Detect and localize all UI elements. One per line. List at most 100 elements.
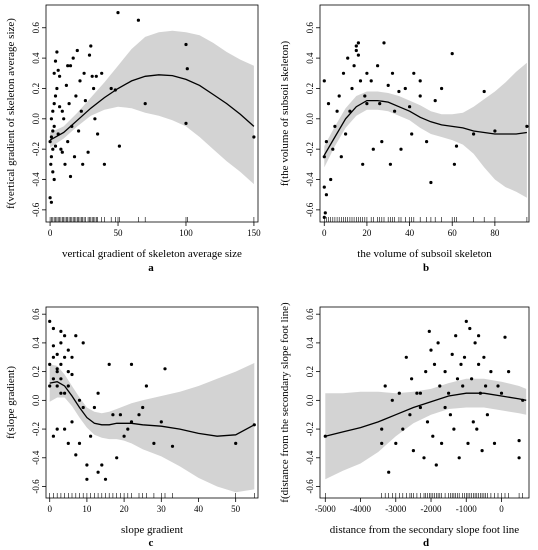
panel-c-point <box>129 420 134 424</box>
panel-b-point <box>525 124 529 128</box>
panel-a-point <box>52 71 56 75</box>
panel-d-point <box>455 377 460 381</box>
panel-c-point <box>81 405 85 410</box>
panel-c-point <box>66 348 70 352</box>
panel-b-point <box>412 71 416 75</box>
panel-b-point <box>382 41 386 45</box>
panel-c-point <box>55 427 59 431</box>
panel-d-point <box>411 449 415 453</box>
panel-a-point <box>51 129 55 133</box>
panel-c-point <box>96 391 100 395</box>
panel-c-point <box>66 441 70 445</box>
panel-a-point <box>49 200 54 204</box>
panel-b-point <box>337 94 341 98</box>
panel-c-x-tick-label: 40 <box>194 504 204 514</box>
panel-d-point <box>410 377 414 381</box>
panel-d-point <box>401 427 405 431</box>
panel-c-y-tick-label: -0.2 <box>31 422 41 436</box>
panel-d-point <box>443 405 447 410</box>
panel-b-point <box>397 89 401 94</box>
panel-a-y-tick-label: 0.2 <box>31 83 41 94</box>
panel-d-point <box>457 456 461 460</box>
panel-a-point <box>143 102 147 106</box>
panel-d-point <box>482 355 486 359</box>
panel-d-point <box>450 352 454 356</box>
panel-a-point <box>184 121 188 125</box>
panel-b-y-tick-label: 0.2 <box>305 83 315 94</box>
panel-a-y-tick-label: 0.6 <box>31 22 41 34</box>
panel-a-point <box>48 196 52 200</box>
panel-b-point <box>324 193 328 197</box>
panel-b-point <box>369 79 373 83</box>
panel-c-point <box>70 355 74 359</box>
panel-c-y-axis-title: f(slope gradient) <box>5 366 17 439</box>
panel-a-point <box>66 140 70 144</box>
panel-b-point <box>440 86 444 91</box>
panel-d-point <box>521 398 525 402</box>
panel-d-point <box>477 362 481 366</box>
panel-b-smooth-line <box>323 99 527 156</box>
panel-b-point <box>371 147 375 151</box>
panel-b-point <box>454 144 459 148</box>
panel-d-y-tick-label: -0.6 <box>305 479 315 494</box>
panel-a-confidence-band <box>50 30 254 185</box>
panel-b-point <box>344 132 348 136</box>
panel-a-point <box>48 140 52 144</box>
panel-c-x-tick-label: 0 <box>47 504 52 514</box>
panel-c-point <box>48 384 52 388</box>
panel-b-point <box>399 147 403 151</box>
panel-c-point <box>92 405 96 410</box>
panel-c-point <box>85 463 89 467</box>
panel-a-y-axis-title: f(vertical gradient of skeleton average … <box>5 18 17 209</box>
panel-d-point <box>489 370 493 374</box>
panel-b-y-tick-label: 0.0 <box>305 113 315 125</box>
panel-c-point <box>48 319 52 323</box>
panel-c-x-axis-title: slope gradient <box>121 524 183 536</box>
panel-b-point <box>356 53 360 57</box>
panel-b-y-tick-label: -0.4 <box>305 172 315 187</box>
panel-a-point <box>55 50 59 54</box>
panel-d-point <box>380 441 384 445</box>
panel-b-point <box>326 102 331 106</box>
panel-a-y-tick-label: -0.4 <box>31 172 41 187</box>
panel-d-point <box>464 319 468 323</box>
panel-a-point <box>51 147 55 151</box>
panel-c-point <box>55 384 59 388</box>
panel-a-point <box>53 94 58 98</box>
panel-a-point <box>51 170 55 174</box>
panel-c-point <box>103 477 108 481</box>
panel-b-point <box>322 79 326 83</box>
panel-a-point <box>70 124 74 128</box>
panel-b-point <box>348 109 352 113</box>
panel-d-point <box>462 355 467 359</box>
panel-d-y-tick-label: 0.2 <box>305 366 315 377</box>
panel-c-x-tick-label: 50 <box>231 504 241 514</box>
panel-d-confidence-band <box>325 378 527 480</box>
panel-a-point <box>92 86 96 91</box>
panel-a-point <box>60 150 64 154</box>
panel-c-point <box>55 352 59 356</box>
panel-d-y-tick-label: -0.2 <box>305 422 315 436</box>
panel-c-point <box>51 377 56 381</box>
panel-d-point <box>440 441 444 445</box>
panel-d-point <box>432 362 437 366</box>
panel-b-y-axis-title: f(the volume of subsoil skeleton) <box>279 40 291 186</box>
panel-d-smooth-line <box>325 392 527 437</box>
panel-a-point <box>62 117 66 121</box>
panel-b-point <box>324 140 328 144</box>
panel-a-point <box>81 162 85 166</box>
panel-c-point <box>55 370 59 374</box>
panel-b-point <box>358 79 363 83</box>
panel-d-point <box>418 391 422 395</box>
panel-a-y-tick-label: 0.0 <box>31 113 41 125</box>
panel-d-point <box>431 434 435 438</box>
panel-d-point <box>427 329 431 333</box>
panel-b-x-tick-label: 0 <box>322 228 327 238</box>
panel-d-point <box>408 413 412 417</box>
panel-a-point <box>66 64 70 68</box>
panel-a-point <box>49 135 54 139</box>
panel-b-y-tick-label: 0.6 <box>305 22 315 34</box>
panel-b-point <box>388 162 392 166</box>
panel-d-point <box>434 463 438 467</box>
panel-b-point <box>333 124 337 128</box>
